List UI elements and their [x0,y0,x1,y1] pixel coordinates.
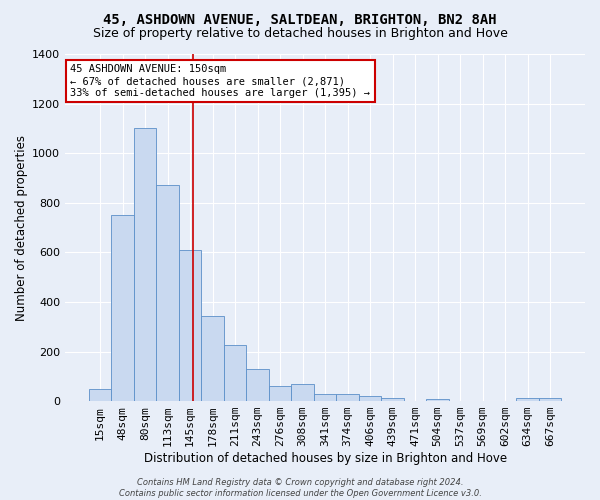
Bar [179,250,202,401]
Bar [156,186,179,401]
Text: Size of property relative to detached houses in Brighton and Hove: Size of property relative to detached ho… [92,28,508,40]
Bar [269,386,292,401]
Bar [111,215,134,401]
Bar [517,398,539,401]
Bar [314,394,337,401]
Bar [359,396,382,401]
Bar [134,128,156,401]
Bar [224,346,247,401]
Text: 45 ASHDOWN AVENUE: 150sqm
← 67% of detached houses are smaller (2,871)
33% of se: 45 ASHDOWN AVENUE: 150sqm ← 67% of detac… [70,64,370,98]
Bar [337,394,359,401]
Text: 45, ASHDOWN AVENUE, SALTDEAN, BRIGHTON, BN2 8AH: 45, ASHDOWN AVENUE, SALTDEAN, BRIGHTON, … [103,12,497,26]
Bar [427,398,449,401]
Bar [292,384,314,401]
Bar [247,369,269,401]
Bar [382,398,404,401]
Text: Contains HM Land Registry data © Crown copyright and database right 2024.
Contai: Contains HM Land Registry data © Crown c… [119,478,481,498]
X-axis label: Distribution of detached houses by size in Brighton and Hove: Distribution of detached houses by size … [143,452,506,465]
Y-axis label: Number of detached properties: Number of detached properties [15,134,28,320]
Bar [89,389,111,401]
Bar [539,398,562,401]
Bar [202,316,224,401]
